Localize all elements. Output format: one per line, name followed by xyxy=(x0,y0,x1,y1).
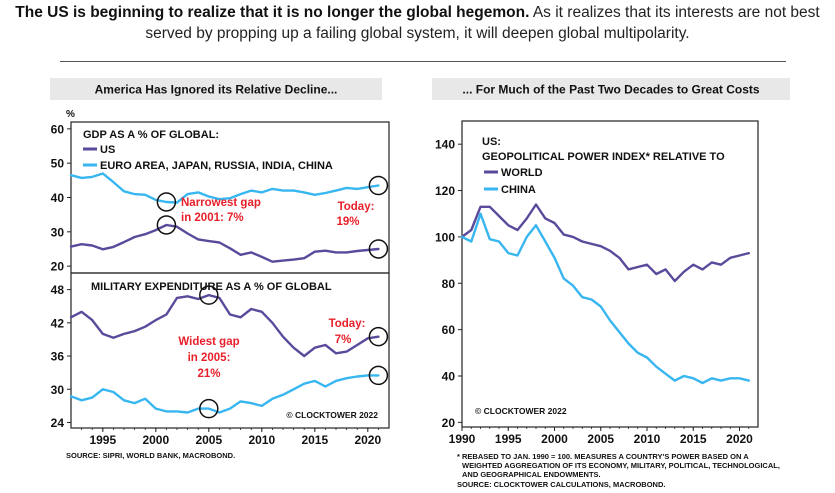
left-xtick-label: 1995 xyxy=(89,433,116,447)
gdp-chart-title: GDP AS A % OF GLOBAL: xyxy=(83,129,219,141)
gdp-ytick-label: 50 xyxy=(51,157,65,171)
gdp-annot-narrowest-1: Narrowest gap xyxy=(181,197,261,209)
left-title-bar xyxy=(50,78,382,100)
mil-annot-widest-2: in 2005: xyxy=(188,352,231,364)
right-note-1: * REBASED TO JAN. 1990 = 100. MEASURES A… xyxy=(457,452,749,461)
mil-ytick-label: 48 xyxy=(51,283,65,297)
gdp-ytick-label: 30 xyxy=(51,225,65,239)
power-xtick-label: 2000 xyxy=(541,432,568,446)
mil-annot-widest-3: 21% xyxy=(197,368,220,380)
power-legend-world: WORLD xyxy=(501,167,543,179)
gdp-circle-us-today xyxy=(368,239,389,259)
gdp-ytick-label: 40 xyxy=(51,191,65,205)
power-ytick-label: 20 xyxy=(442,416,456,430)
power-legend-china: CHINA xyxy=(501,184,536,196)
mil-ytick-label: 42 xyxy=(51,316,65,330)
headline: The US is beginning to realize that it i… xyxy=(0,2,835,44)
mil-annot-widest-1: Widest gap xyxy=(178,336,239,348)
gdp-circle-other-2001 xyxy=(156,192,177,212)
left-xtick-label: 2005 xyxy=(195,433,222,447)
mil-circle-other-2005 xyxy=(199,398,219,419)
headline-bold: The US is beginning to realize that it i… xyxy=(15,4,530,21)
power-chart-title: US: xyxy=(482,136,501,148)
gdp-line-0 xyxy=(69,223,380,263)
headline-rest: As it realizes that its interests are no… xyxy=(145,4,820,42)
gdp-circle-us-2001 xyxy=(156,215,177,235)
gdp-legend-us: US xyxy=(100,144,115,156)
left-source: SOURCE: SIPRI, WORLD BANK, MACROBOND. xyxy=(66,451,235,460)
mil-circle-us-today xyxy=(368,326,389,347)
left-chart: America Has Ignored its Relative Decline… xyxy=(50,78,390,460)
right-title-bar xyxy=(432,78,790,100)
power-y-axis: 20 40 60 80 100 120 140 xyxy=(435,138,462,430)
gdp-series xyxy=(69,172,380,263)
right-source: SOURCE: CLOCKTOWER CALCULATIONS, MACROBO… xyxy=(457,480,665,489)
left-xtick-label: 2015 xyxy=(301,433,328,447)
right-chart-title: ... For Much of the Past Two Decades to … xyxy=(462,83,759,97)
power-xtick-label: 2005 xyxy=(587,432,614,446)
mil-circle-us-2005 xyxy=(199,285,219,305)
power-ytick-label: 40 xyxy=(442,370,456,384)
mil-annot-today-1: Today: xyxy=(329,318,366,330)
power-ytick-label: 100 xyxy=(435,230,455,244)
gdp-ytick-label: 60 xyxy=(51,122,65,136)
mil-ytick-label: 36 xyxy=(51,350,65,364)
left-xtick-label: 2000 xyxy=(142,433,169,447)
mil-series xyxy=(69,293,380,414)
left-watermark: © CLOCKTOWER 2022 xyxy=(286,410,378,420)
right-note-3: AND GEOGRAPHICAL ENDOWMENTS. xyxy=(462,470,601,479)
power-xtick-label: 2010 xyxy=(634,432,661,446)
right-chart: ... For Much of the Past Two Decades to … xyxy=(432,78,790,489)
mil-ytick-label: 30 xyxy=(51,383,65,397)
right-watermark: © CLOCKTOWER 2022 xyxy=(475,406,567,416)
mil-annot-today-2: 7% xyxy=(335,334,352,346)
mil-ytick-label: 24 xyxy=(51,416,65,430)
mil-line-0 xyxy=(69,293,380,358)
left-xtick-label: 2020 xyxy=(354,433,381,447)
mil-y-axis: 24 30 36 42 48 xyxy=(51,283,71,430)
gdp-y-axis: 20 30 40 50 60 xyxy=(51,122,71,274)
power-x-axis: 1990 1995 2000 2005 2010 2015 2020 xyxy=(449,427,753,446)
gdp-ytick-label: 20 xyxy=(51,260,65,274)
gdp-annot-today-1: Today: xyxy=(338,201,375,213)
power-xtick-label: 1990 xyxy=(449,432,476,446)
mil-circle-other-today xyxy=(368,365,389,386)
gdp-annot-narrowest-2: in 2001: 7% xyxy=(181,212,244,224)
gdp-line-1 xyxy=(69,172,380,204)
gdp-y-unit: % xyxy=(66,109,75,120)
mil-line-1 xyxy=(69,374,380,414)
gdp-circle-other-today xyxy=(368,175,389,196)
power-ytick-label: 80 xyxy=(442,277,456,291)
power-ytick-label: 120 xyxy=(435,184,455,198)
power-line-0 xyxy=(460,203,750,283)
left-chart-title: America Has Ignored its Relative Decline… xyxy=(95,83,338,97)
power-ytick-label: 60 xyxy=(442,323,456,337)
mil-plot-frame xyxy=(70,272,390,429)
power-xtick-label: 1995 xyxy=(495,432,522,446)
headline-divider xyxy=(60,61,786,62)
right-note-2: WEIGHTED AGGREGATION OF ITS ECONOMY, MIL… xyxy=(462,461,780,470)
gdp-legend-other: EURO AREA, JAPAN, RUSSIA, INDIA, CHINA xyxy=(100,160,333,172)
left-x-axis: 1995 2000 2005 2010 2015 2020 xyxy=(81,428,381,447)
gdp-annot-today-2: 19% xyxy=(336,216,359,228)
power-chart-subtitle: GEOPOLITICAL POWER INDEX* RELATIVE TO xyxy=(482,151,725,163)
highlight-circles xyxy=(156,175,389,419)
power-line-1 xyxy=(460,212,750,385)
power-xtick-label: 2020 xyxy=(726,432,753,446)
power-xtick-label: 2015 xyxy=(680,432,707,446)
left-xtick-label: 2010 xyxy=(248,433,275,447)
power-series xyxy=(460,203,750,385)
power-ytick-label: 140 xyxy=(435,138,455,152)
